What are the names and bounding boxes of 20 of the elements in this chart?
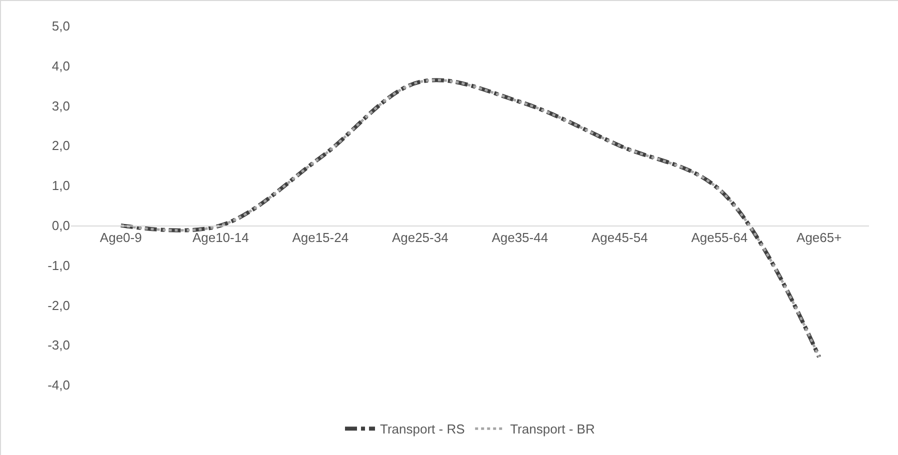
legend-label: Transport - BR <box>510 422 595 437</box>
y-tick-label: -3,0 <box>48 338 70 353</box>
y-tick-label: -2,0 <box>48 298 70 313</box>
x-tick-label: Age25-34 <box>392 230 448 246</box>
y-tick-label: 3,0 <box>52 98 70 114</box>
x-tick-label: Age15-24 <box>292 230 349 246</box>
y-tick-label: 0,0 <box>52 218 70 233</box>
y-tick-label: 2,0 <box>52 138 70 154</box>
y-tick-label: 5,0 <box>52 18 70 34</box>
x-tick-label: Age65+ <box>796 230 842 246</box>
y-tick-label: -1,0 <box>48 258 70 273</box>
x-tick-label: Age45-54 <box>591 230 648 246</box>
x-tick-label: Age55-64 <box>691 230 748 246</box>
x-tick-label: Age35-44 <box>492 230 548 246</box>
y-tick-label: 1,0 <box>52 178 70 194</box>
x-tick-label: Age0-9 <box>100 230 142 246</box>
y-tick-label: -4,0 <box>48 378 70 393</box>
x-tick-label: Age10-14 <box>192 230 249 246</box>
legend-label: Transport - RS <box>380 422 466 437</box>
y-tick-label: 4,0 <box>52 58 70 74</box>
